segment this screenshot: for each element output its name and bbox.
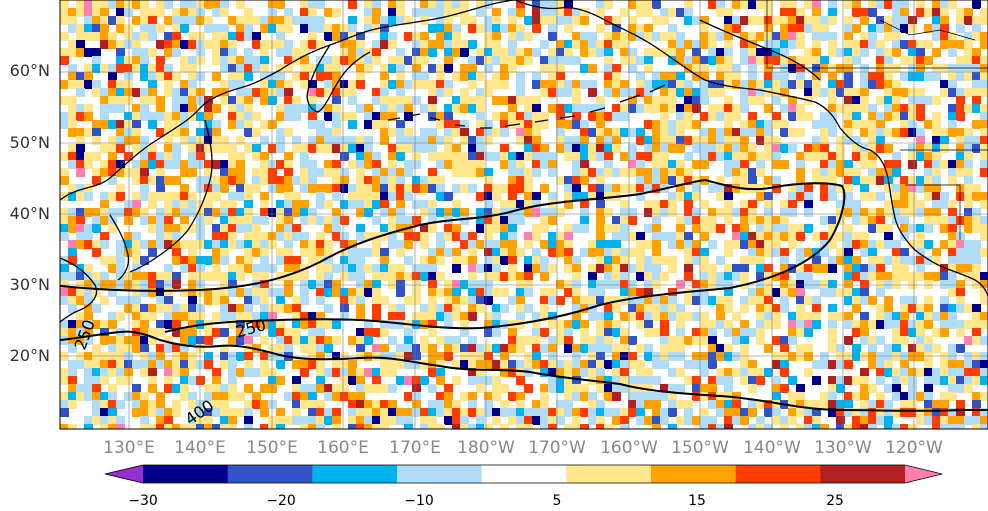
lon-label: 160°E bbox=[317, 438, 369, 458]
aleutian-chain bbox=[387, 84, 666, 129]
colorbar-block bbox=[820, 465, 906, 483]
colorbar-outline bbox=[104, 464, 943, 484]
borders bbox=[766, 0, 988, 240]
coastlines bbox=[60, 0, 988, 323]
lat-label: 30°N bbox=[10, 275, 50, 294]
kamchatka-coast bbox=[306, 44, 371, 113]
lon-label: 170°W bbox=[528, 438, 586, 458]
lon-label: 120°W bbox=[885, 438, 943, 458]
colorbar-block bbox=[481, 465, 567, 483]
china-coast bbox=[60, 257, 98, 323]
lon-label: 180°W bbox=[457, 438, 515, 458]
lat-label: 20°N bbox=[10, 346, 50, 365]
colorbar-tick-label: 25 bbox=[826, 493, 844, 509]
colorbar-block bbox=[566, 465, 652, 483]
lon-label: 130°W bbox=[814, 438, 872, 458]
colorbar-block bbox=[312, 465, 398, 483]
japan-coast bbox=[129, 119, 213, 273]
lon-label: 170°E bbox=[389, 438, 441, 458]
colorbar bbox=[104, 464, 943, 484]
lat-label: 50°N bbox=[10, 133, 50, 152]
colorbar-block bbox=[651, 465, 737, 483]
colorbar-block bbox=[397, 465, 483, 483]
lon-label: 140°W bbox=[743, 438, 801, 458]
lat-label: 60°N bbox=[10, 61, 50, 80]
colorbar-block bbox=[143, 465, 229, 483]
graticule bbox=[60, 0, 988, 429]
colorbar-tick-label: −10 bbox=[404, 493, 434, 509]
colorbar-tick-label: 5 bbox=[553, 493, 562, 509]
north-america-coast bbox=[839, 127, 988, 297]
colorbar-block bbox=[227, 465, 313, 483]
alaska-coast bbox=[514, 0, 841, 129]
lat-label: 40°N bbox=[10, 204, 50, 223]
contour-250-inner bbox=[60, 330, 988, 412]
korea-coast bbox=[109, 214, 130, 281]
lon-label: 130°E bbox=[103, 438, 155, 458]
colorbar-tick-label: −20 bbox=[266, 493, 296, 509]
lon-label: 150°W bbox=[671, 438, 729, 458]
lon-label: 160°W bbox=[600, 438, 658, 458]
asia-coast bbox=[60, 0, 516, 201]
contour-250-outer bbox=[60, 178, 846, 333]
lon-label: 140°E bbox=[174, 438, 226, 458]
anomaly-field bbox=[60, 0, 988, 429]
colorbar-blocks bbox=[143, 465, 906, 483]
colorbar-labels: −30 −20 −10 5 15 25 bbox=[128, 493, 844, 509]
colorbar-tick-label: −30 bbox=[128, 493, 158, 509]
colorbar-block bbox=[735, 465, 821, 483]
longitude-labels: 130°E 140°E 150°E 160°E 170°E 180°W 170°… bbox=[103, 438, 943, 458]
alaska-interior bbox=[699, 19, 821, 81]
map-frame bbox=[59, 0, 988, 430]
lon-label: 150°E bbox=[246, 438, 298, 458]
colorbar-min-extension bbox=[105, 465, 143, 483]
contours bbox=[60, 178, 988, 412]
colorbar-tick-label: 15 bbox=[688, 493, 706, 509]
latitude-labels: 60°N 50°N 40°N 30°N 20°N bbox=[10, 61, 50, 365]
colorbar-max-extension bbox=[905, 465, 942, 483]
